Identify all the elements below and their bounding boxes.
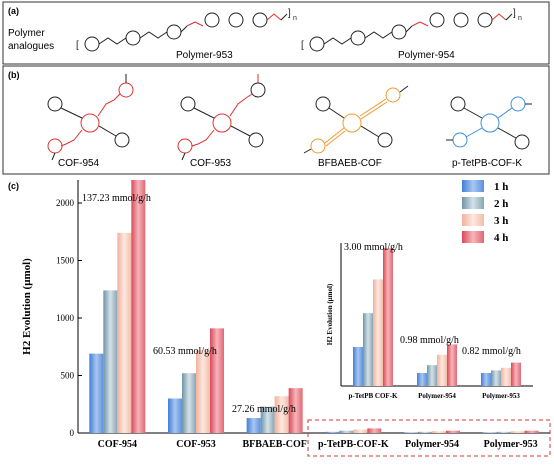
bar-Polymer-954-4h bbox=[446, 430, 460, 433]
svg-text:]: ] bbox=[513, 8, 516, 19]
inset-x-tick-label: Polymer-953 bbox=[482, 392, 520, 400]
inset-bar-2-1 bbox=[491, 370, 501, 386]
y-axis-label: H2 Evolution (μmol) bbox=[21, 258, 33, 355]
panel-a-caption-line2: analogues bbox=[8, 41, 54, 52]
x-tick-label: COF-953 bbox=[176, 439, 215, 450]
bar-Polymer-954-3h bbox=[432, 431, 446, 433]
y-tick-label: 1500 bbox=[56, 256, 75, 266]
legend: 1 h 2 h 3 h 4 h bbox=[462, 180, 508, 244]
bar-BFBAEB-COF-2h bbox=[260, 406, 275, 433]
bar-BFBAEB-COF-4h bbox=[288, 388, 303, 433]
bfbaeb-cof-label: BFBAEB-COF bbox=[318, 158, 382, 169]
svg-text:[: [ bbox=[76, 40, 79, 51]
inset-rate-annotation: 3.00 mmol/g/h bbox=[344, 242, 403, 253]
legend-swatch-4h bbox=[462, 231, 484, 243]
inset-bar-0-3 bbox=[383, 248, 393, 386]
bar-Polymer-953-3h bbox=[510, 431, 525, 433]
bar-Polymer-953-2h bbox=[496, 431, 511, 433]
inset-bar-2-2 bbox=[501, 367, 511, 386]
cof-953-structure bbox=[177, 74, 266, 161]
inset-x-tick-label: Polymer-954 bbox=[418, 392, 456, 400]
polymer-954-label: Polymer-954 bbox=[398, 50, 455, 61]
y-tick-label: 500 bbox=[61, 371, 75, 381]
polymer-953-subscript: n bbox=[293, 15, 297, 22]
panel-b: (b) COF-954 bbox=[2, 65, 550, 175]
bar-COF-953-1h bbox=[168, 398, 182, 433]
bar-COF-953-3h bbox=[196, 350, 210, 433]
cof-953-label: COF-953 bbox=[190, 158, 232, 169]
y-tick-label: 0 bbox=[70, 428, 75, 438]
panel-a: (a) Polymer analogues [ ] n Polymer-953 … bbox=[2, 1, 550, 65]
legend-label: 1 h bbox=[494, 181, 508, 193]
p-tetpb-cof-k-label: p-TetPB-COF-K bbox=[452, 158, 522, 169]
inset-bar-2-0 bbox=[481, 373, 491, 386]
bfbaeb-cof-structure bbox=[303, 85, 409, 154]
inset-plot: H2 Evolution (μmol) p-TetPB COF-K Polymer-… bbox=[326, 242, 533, 400]
bar-Polymer-954-2h bbox=[418, 431, 432, 433]
rate-annotation: 27.26 mmol/g/h bbox=[232, 404, 296, 415]
legend-swatch-1h bbox=[462, 180, 484, 192]
cof-954-label: COF-954 bbox=[58, 158, 100, 169]
bar-p-TetPB-COF-K-3h bbox=[353, 429, 368, 433]
legend-label: 2 h bbox=[494, 198, 508, 210]
x-tick-label: COF-954 bbox=[98, 439, 137, 450]
panel-a-label: (a) bbox=[8, 6, 19, 16]
bar-Polymer-954-1h bbox=[404, 432, 418, 433]
legend-swatch-3h bbox=[462, 214, 484, 226]
legend-label: 3 h bbox=[494, 215, 508, 227]
bar-Polymer-953-4h bbox=[524, 430, 539, 433]
panel-a-caption-line1: Polymer bbox=[8, 28, 45, 39]
inset-bar-1-0 bbox=[417, 373, 427, 386]
rate-annotation: 137.23 mmol/g/h bbox=[82, 193, 151, 204]
bar-COF-954-4h bbox=[131, 180, 146, 433]
bar-Polymer-953-1h bbox=[482, 432, 497, 433]
inset-bar-1-1 bbox=[427, 365, 437, 386]
y-tick-label: 1000 bbox=[56, 313, 75, 323]
polymer-954-subscript: n bbox=[518, 15, 522, 22]
panel-c: (c) 0 500 1000 1500 2000 H2 Evolution (μmol) C… bbox=[8, 180, 551, 457]
polymer-953-label: Polymer-953 bbox=[176, 50, 233, 61]
bar-p-TetPB-COF-K-1h bbox=[325, 431, 340, 433]
x-tick-label: p-TetPB-COF-K bbox=[318, 439, 389, 450]
bar-COF-953-2h bbox=[182, 373, 196, 433]
inset-rate-annotation: 0.98 mmol/g/h bbox=[400, 335, 459, 346]
main-plot: 0 500 1000 1500 2000 H2 Evolution (μmol) COF-9… bbox=[21, 180, 550, 450]
polymer-954-structure: [ ] n bbox=[301, 8, 522, 52]
inset-bar-2-3 bbox=[511, 362, 521, 386]
bar-COF-954-3h bbox=[117, 232, 132, 433]
panel-b-label: (b) bbox=[8, 70, 20, 80]
inset-bar-0-1 bbox=[363, 313, 373, 386]
x-tick-label: BFBAEB-COF bbox=[242, 439, 306, 450]
bar-p-TetPB-COF-K-4h bbox=[367, 428, 382, 433]
svg-text:]: ] bbox=[288, 8, 291, 19]
legend-label: 4 h bbox=[494, 232, 508, 244]
panel-a-frame bbox=[2, 1, 550, 65]
inset-bar-0-2 bbox=[373, 279, 383, 386]
inset-rate-annotation: 0.82 mmol/g/h bbox=[462, 346, 521, 357]
bar-BFBAEB-COF-3h bbox=[274, 396, 289, 433]
inset-bar-1-2 bbox=[437, 354, 447, 386]
panel-c-label: (c) bbox=[8, 181, 19, 191]
inset-highlight-box bbox=[307, 419, 551, 457]
rate-annotation: 60.53 mmol/g/h bbox=[153, 346, 217, 357]
polymer-953-structure: [ ] n bbox=[76, 8, 297, 52]
bar-BFBAEB-COF-1h bbox=[246, 418, 261, 433]
svg-text:[: [ bbox=[301, 40, 304, 51]
bar-p-TetPB-COF-K-2h bbox=[339, 430, 354, 433]
y-tick-label: 2000 bbox=[56, 198, 75, 208]
p-tetpb-cof-k-structure bbox=[446, 96, 532, 150]
inset-y-axis-label: H2 Evolution (μmol) bbox=[326, 283, 334, 345]
inset-bar-1-3 bbox=[447, 344, 457, 386]
inset-x-tick-label: p-TetPB COF-K bbox=[349, 392, 398, 400]
x-tick-label: Polymer-953 bbox=[484, 439, 538, 450]
legend-swatch-2h bbox=[462, 197, 484, 209]
bar-COF-954-1h bbox=[89, 353, 104, 433]
bar-COF-953-4h bbox=[210, 328, 224, 433]
inset-bar-0-0 bbox=[353, 347, 363, 386]
bar-COF-954-2h bbox=[103, 290, 118, 433]
panel-b-frame bbox=[2, 65, 550, 175]
x-tick-label: Polymer-954 bbox=[405, 439, 459, 450]
cof-954-structure bbox=[47, 74, 134, 161]
